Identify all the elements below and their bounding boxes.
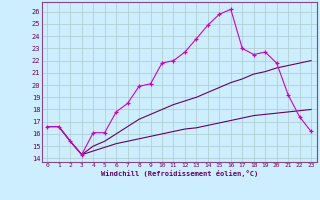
X-axis label: Windchill (Refroidissement éolien,°C): Windchill (Refroidissement éolien,°C)	[100, 170, 258, 177]
